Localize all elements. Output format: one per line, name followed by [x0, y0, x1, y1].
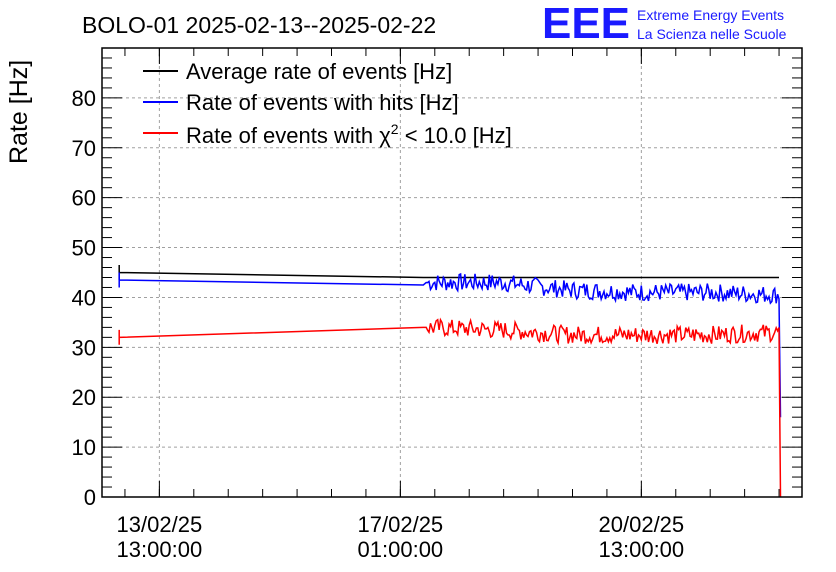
- y-tick-label: 60: [72, 186, 96, 211]
- y-tick-label: 70: [72, 136, 96, 161]
- y-tick-label: 0: [84, 485, 96, 510]
- y-tick-label: 40: [72, 285, 96, 310]
- series-hits-line: [118, 272, 782, 418]
- y-tick-label: 10: [72, 435, 96, 460]
- legend-label-chi2-symbol: χ: [379, 123, 391, 148]
- x-tick-label-date: 13/02/25: [117, 512, 203, 537]
- grid: [102, 48, 802, 497]
- x-tick-label-date: 20/02/25: [599, 512, 685, 537]
- legend-label-hits: Rate of events with hits [Hz]: [186, 90, 459, 115]
- legend-label-chi2: Rate of events with χ2 < 10.0 [Hz]: [186, 121, 512, 148]
- eee-logo: EEE Extreme Energy Events La Scienza nel…: [542, 0, 787, 48]
- legend-label-average: Average rate of events [Hz]: [186, 59, 452, 84]
- y-axis-label: Rate [Hz]: [5, 60, 33, 164]
- y-tick-label: 20: [72, 385, 96, 410]
- plot-frame: [101, 47, 803, 498]
- axes: 0102030405060708013/02/2513:00:0017/02/2…: [72, 47, 803, 562]
- legend-label-chi2-suffix: < 10.0 [Hz]: [399, 123, 512, 148]
- eee-logo-text: EEE: [542, 0, 630, 48]
- x-tick-label-time: 13:00:00: [599, 537, 685, 562]
- legend-label-chi2-text: Rate of events with: [186, 123, 373, 148]
- eee-logo-line2: La Scienza nelle Scuole: [637, 26, 787, 42]
- eee-logo-line1: Extreme Energy Events: [637, 7, 784, 23]
- x-tick-label-time: 01:00:00: [358, 537, 444, 562]
- legend: Average rate of events [Hz] Rate of even…: [143, 59, 512, 148]
- y-tick-label: 50: [72, 236, 96, 261]
- x-tick-label-date: 17/02/25: [358, 512, 444, 537]
- chart-title: BOLO-01 2025-02-13--2025-02-22: [82, 12, 436, 38]
- y-tick-label: 80: [72, 86, 96, 111]
- series-group: [118, 265, 782, 498]
- y-tick-label: 30: [72, 335, 96, 360]
- x-tick-label-time: 13:00:00: [117, 537, 203, 562]
- legend-label-chi2-sup: 2: [391, 121, 399, 137]
- series-chi2-line: [118, 317, 782, 498]
